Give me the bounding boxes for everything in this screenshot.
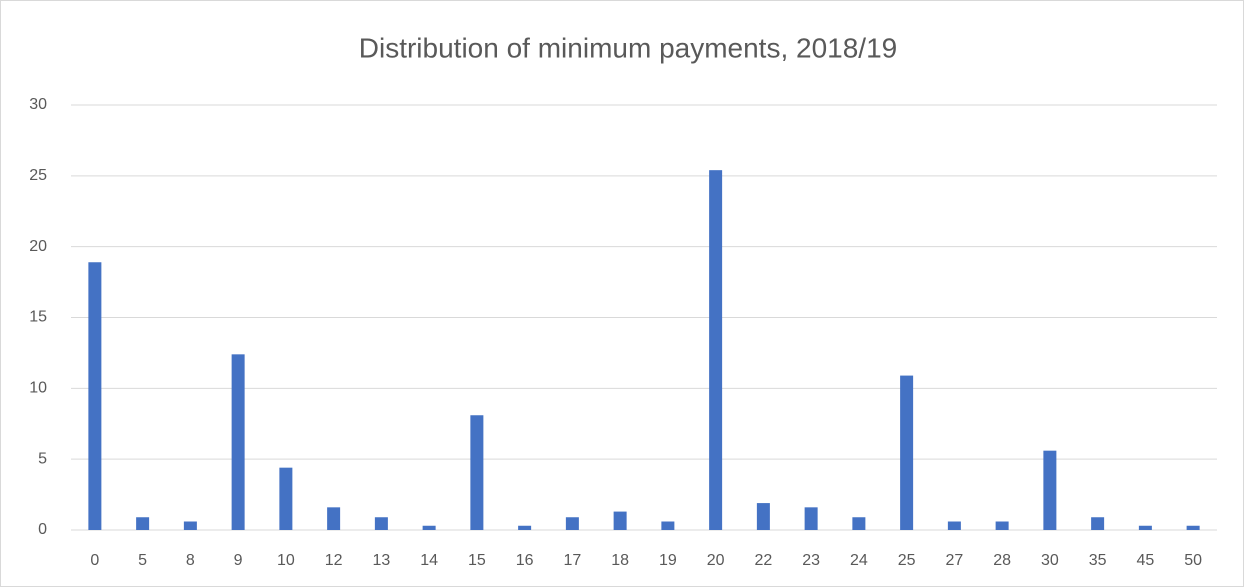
bar (136, 517, 150, 530)
x-tick-label: 14 (420, 552, 438, 569)
x-tick-label: 9 (234, 552, 243, 569)
x-tick-label: 24 (850, 552, 868, 569)
bar (1186, 525, 1200, 530)
bar (709, 170, 723, 530)
x-tick-label: 25 (898, 552, 916, 569)
bar (231, 354, 245, 530)
bar (518, 525, 532, 530)
bar (613, 511, 627, 530)
bar (1043, 450, 1057, 530)
y-tick-label: 20 (29, 238, 47, 255)
x-tick-label: 22 (754, 552, 772, 569)
x-tick-label: 27 (945, 552, 963, 569)
bar (756, 503, 770, 530)
bar (804, 507, 818, 530)
bar (1091, 517, 1105, 530)
x-tick-label: 35 (1089, 552, 1107, 569)
bar (279, 467, 293, 530)
y-tick-label: 30 (29, 96, 47, 113)
x-tick-label: 17 (563, 552, 581, 569)
bar (947, 521, 961, 530)
x-tick-label: 20 (707, 552, 725, 569)
bar (374, 517, 388, 530)
x-tick-label: 15 (468, 552, 486, 569)
x-tick-label: 8 (186, 552, 195, 569)
x-tick-label: 28 (993, 552, 1011, 569)
bar (900, 375, 914, 530)
y-tick-label: 15 (29, 309, 47, 326)
x-tick-label: 16 (516, 552, 534, 569)
bar (422, 525, 436, 530)
x-tick-label: 13 (372, 552, 390, 569)
bar (88, 262, 102, 530)
bar (565, 517, 579, 530)
bar (327, 507, 341, 530)
chart-title: Distribution of minimum payments, 2018/1… (359, 32, 897, 63)
bar (852, 517, 866, 530)
x-tick-label: 19 (659, 552, 677, 569)
bar (995, 521, 1009, 530)
y-tick-label: 25 (29, 167, 47, 184)
bar (661, 521, 675, 530)
y-tick-label: 0 (38, 521, 47, 538)
x-tick-label: 45 (1136, 552, 1154, 569)
bar (1138, 525, 1152, 530)
x-tick-label: 23 (802, 552, 820, 569)
y-tick-label: 10 (29, 380, 47, 397)
x-tick-label: 50 (1184, 552, 1202, 569)
y-tick-label: 5 (38, 450, 47, 467)
bar (470, 415, 484, 530)
bar (183, 521, 197, 530)
x-tick-label: 18 (611, 552, 629, 569)
x-tick-label: 12 (325, 552, 343, 569)
x-tick-label: 10 (277, 552, 295, 569)
x-tick-label: 0 (90, 552, 99, 569)
x-tick-label: 30 (1041, 552, 1059, 569)
x-tick-label: 5 (138, 552, 147, 569)
